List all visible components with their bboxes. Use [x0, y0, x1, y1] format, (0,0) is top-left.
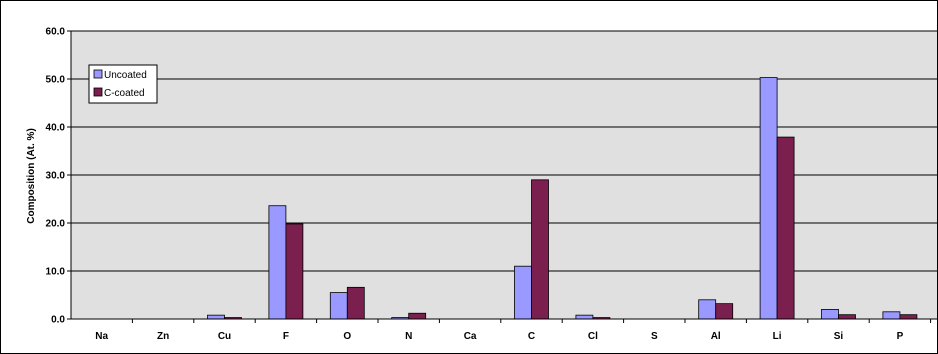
- y-tick-label: 10.0: [46, 267, 66, 278]
- x-tick-label: Al: [711, 331, 721, 342]
- axes: 0.0 10.0 20.0 30.0 40.0 50.0 60.0 Na Zn Cu F O N Ca C C…: [46, 27, 937, 342]
- bar-c-coated-li: [776, 136, 795, 320]
- bar-uncoated-li: [759, 77, 778, 320]
- x-tick-label: Cl: [588, 331, 598, 342]
- bar-uncoated-cl: [575, 314, 594, 320]
- x-tick-label: N: [405, 331, 412, 342]
- legend-swatch-c-coated: [93, 87, 103, 97]
- legend-swatch-uncoated: [93, 69, 103, 79]
- legend-label-c-coated: C-coated: [104, 88, 145, 99]
- y-tick-label: 0.0: [51, 315, 65, 326]
- bar-uncoated-si: [821, 308, 839, 320]
- bar-uncoated-al: [698, 299, 717, 320]
- x-tick-label: Ca: [464, 331, 477, 342]
- bar-uncoated-c: [514, 265, 532, 320]
- y-tick-label: 50.0: [46, 75, 66, 86]
- bar-c-coated-al: [715, 303, 734, 320]
- y-axis-title: Composition (At. %): [26, 128, 37, 224]
- legend-label-uncoated: Uncoated: [104, 70, 147, 81]
- x-tick-label: Si: [834, 331, 844, 342]
- bar-c-coated-o: [346, 286, 365, 320]
- bar-c-coated-n: [408, 312, 427, 320]
- y-tick-label: 40.0: [46, 123, 66, 134]
- bar-c-coated-c: [531, 179, 549, 320]
- x-tick-label: O: [343, 331, 351, 342]
- bar-c-coated-p: [899, 314, 918, 320]
- y-tick-label: 60.0: [46, 27, 66, 38]
- gridlines: [71, 30, 937, 272]
- x-tick-label: P: [897, 331, 904, 342]
- legend: Uncoated C-coated: [88, 64, 158, 104]
- y-tick-label: 30.0: [46, 171, 66, 182]
- bar-c-coated-f: [285, 223, 304, 320]
- bar-c-coated-si: [838, 314, 856, 320]
- x-tick-label: C: [528, 331, 535, 342]
- y-tick-label: 20.0: [46, 219, 66, 230]
- x-tick-label: F: [283, 331, 289, 342]
- x-tick-label: Zn: [157, 331, 169, 342]
- bars: [207, 77, 918, 320]
- bar-uncoated-o: [329, 292, 348, 320]
- x-tick-label: Cu: [218, 331, 231, 342]
- x-tick-label: S: [651, 331, 658, 342]
- bar-uncoated-f: [268, 205, 287, 320]
- bar-uncoated-p: [882, 311, 901, 320]
- bar-uncoated-cu: [207, 314, 225, 320]
- x-tick-label: Na: [95, 331, 108, 342]
- x-tick-label: Li: [773, 331, 782, 342]
